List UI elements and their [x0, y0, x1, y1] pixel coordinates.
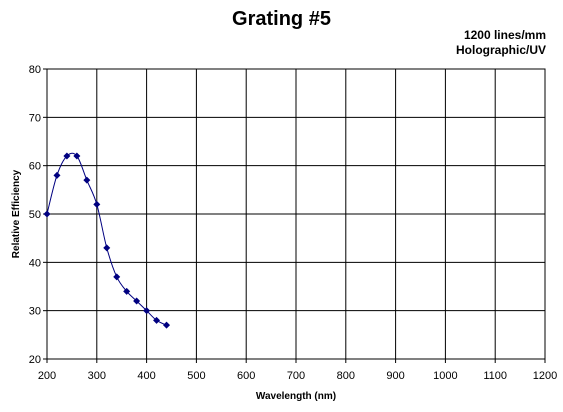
data-point-marker — [93, 200, 101, 208]
data-point-marker — [133, 297, 141, 305]
x-tick-label: 300 — [88, 370, 106, 382]
tick-labels: 20 30 40 50 60 70 80 200 300 400 500 600 700 800 900 10… — [29, 64, 557, 382]
data-point-marker — [83, 176, 91, 184]
y-tick-label: 60 — [29, 161, 41, 173]
x-axis-label: Wavelength (nm) — [256, 391, 336, 402]
chart-title: Grating #5 — [232, 8, 331, 30]
x-tick-label: 1000 — [433, 370, 457, 382]
y-tick-label: 50 — [29, 209, 41, 221]
y-tick-label: 40 — [29, 257, 41, 269]
data-point-marker — [143, 307, 151, 315]
x-tick-label: 900 — [386, 370, 404, 382]
x-tick-label: 600 — [237, 370, 255, 382]
chart-annotation-lines: 1200 lines/mm — [463, 28, 546, 42]
y-tick-label: 30 — [29, 306, 41, 318]
x-tick-label: 400 — [137, 370, 155, 382]
x-tick-label: 1100 — [483, 370, 507, 382]
x-tick-label: 1200 — [533, 370, 557, 382]
data-point-marker — [123, 287, 131, 295]
data-point-marker — [43, 210, 51, 218]
efficiency-curve — [46, 152, 167, 326]
y-tick-label: 20 — [29, 354, 41, 366]
grid-lines — [43, 68, 546, 363]
data-point-marker — [153, 316, 161, 324]
data-point-marker — [63, 152, 71, 160]
data-point-marker — [163, 321, 171, 329]
y-axis-label: Relative Efficiency — [11, 169, 22, 258]
chart-annotation-type: Holographic/UV — [455, 43, 546, 57]
data-point-marker — [73, 152, 81, 160]
data-point-marker — [113, 273, 121, 281]
data-point-marker — [53, 171, 61, 179]
data-markers — [43, 152, 171, 329]
x-tick-label: 500 — [187, 370, 205, 382]
x-tick-label: 200 — [38, 370, 56, 382]
x-tick-label: 700 — [287, 370, 305, 382]
data-point-marker — [103, 244, 111, 252]
x-tick-label: 800 — [337, 370, 355, 382]
y-tick-label: 80 — [29, 64, 41, 76]
y-tick-label: 70 — [29, 112, 41, 124]
